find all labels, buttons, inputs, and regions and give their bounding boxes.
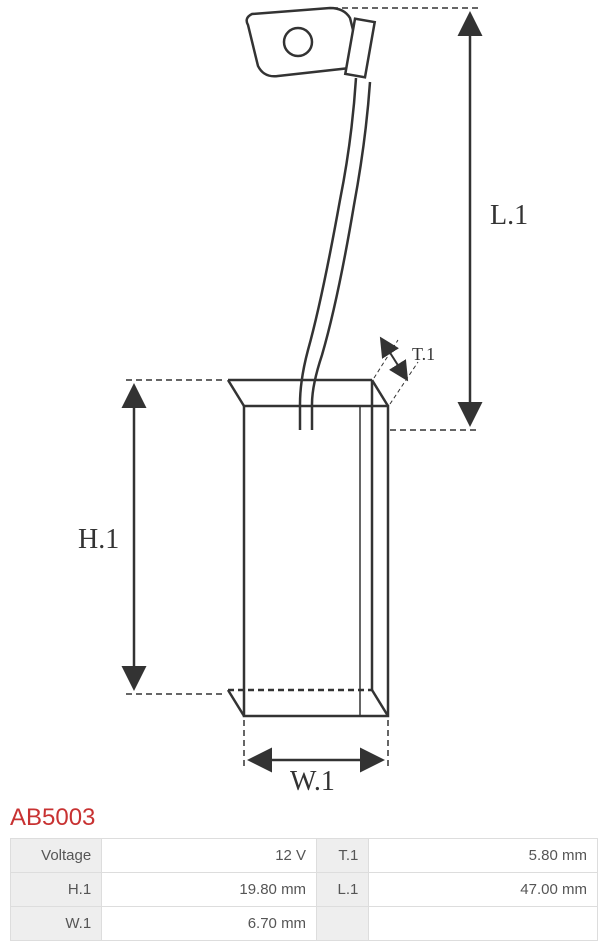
dimension-t1: T.1 (374, 340, 435, 404)
spec-value: 47.00 mm (369, 873, 598, 907)
l1-label: L.1 (490, 200, 528, 231)
spec-label: L.1 (317, 873, 369, 907)
spec-value: 19.80 mm (102, 873, 317, 907)
spec-label: Voltage (11, 839, 102, 873)
terminal-lug (247, 8, 375, 77)
spec-value: 5.80 mm (369, 839, 598, 873)
spec-label (317, 907, 369, 941)
lead-wire (300, 78, 356, 430)
table-row: H.119.80 mmL.147.00 mm (11, 873, 598, 907)
table-row: W.16.70 mm (11, 907, 598, 941)
product-code: AB5003 (0, 800, 608, 838)
spec-label: T.1 (317, 839, 369, 873)
spec-label: W.1 (11, 907, 102, 941)
spec-table: Voltage12 VT.15.80 mmH.119.80 mmL.147.00… (10, 838, 598, 941)
w1-label: W.1 (290, 766, 335, 797)
h1-label: H.1 (78, 524, 119, 555)
t1-label: T.1 (412, 344, 435, 364)
brush-body (228, 380, 388, 716)
dimension-w1: W.1 (244, 720, 388, 797)
dimension-diagram: T.1 L.1 H.1 W.1 (0, 0, 608, 800)
table-row: Voltage12 VT.15.80 mm (11, 839, 598, 873)
spec-value: 12 V (102, 839, 317, 873)
spec-label: H.1 (11, 873, 102, 907)
spec-value (369, 907, 598, 941)
dimension-h1: H.1 (78, 380, 226, 694)
spec-value: 6.70 mm (102, 907, 317, 941)
